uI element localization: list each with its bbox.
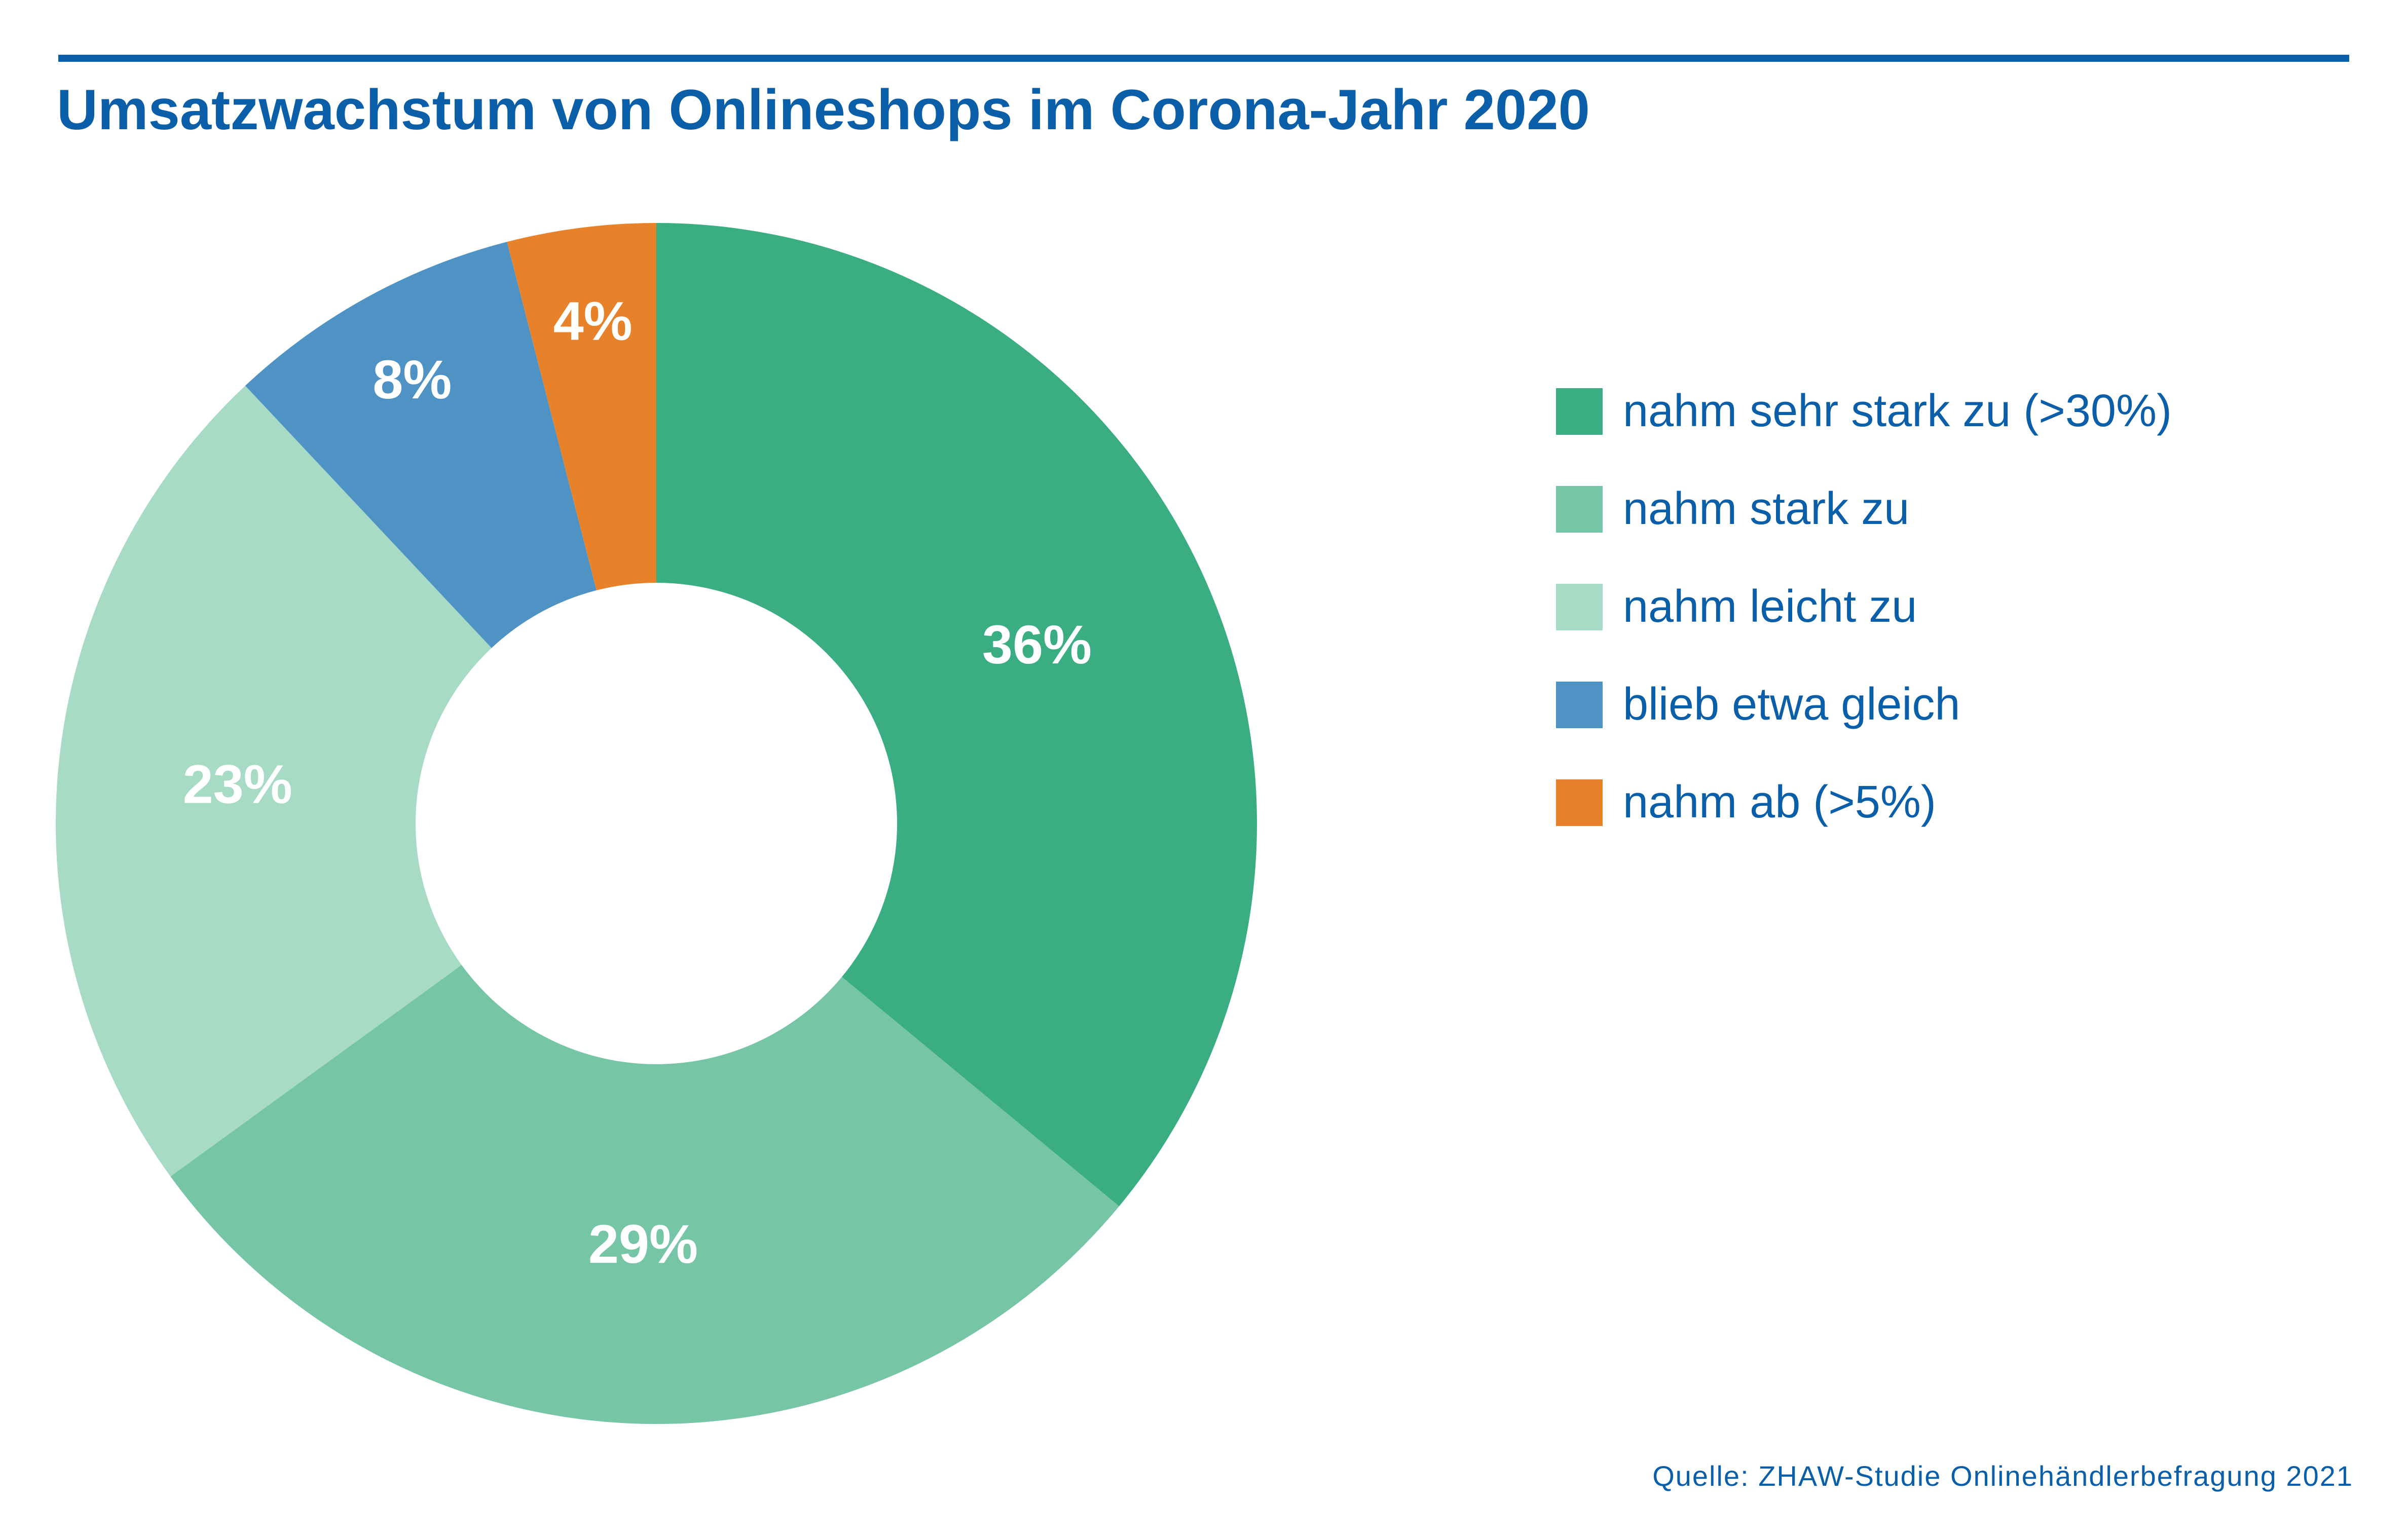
legend-swatch xyxy=(1556,681,1603,728)
legend-swatch xyxy=(1556,779,1603,826)
slice-value-label: 23% xyxy=(183,753,292,814)
slice-value-label: 4% xyxy=(553,290,633,351)
chart-title: Umsatzwachstum von Onlineshops im Corona… xyxy=(57,78,1590,141)
legend-label: nahm sehr stark zu (>30%) xyxy=(1623,386,2172,436)
donut-slices xyxy=(56,223,1257,1424)
legend-item: nahm leicht zu xyxy=(1556,558,2172,656)
legend-item: nahm ab (>5%) xyxy=(1556,754,2172,851)
legend-label: nahm leicht zu xyxy=(1623,581,1917,632)
top-divider xyxy=(58,55,2349,62)
source-note: Quelle: ZHAW-Studie Onlinehändlerbefragu… xyxy=(1652,1460,2353,1492)
slice-value-label: 36% xyxy=(982,614,1092,675)
legend-label: nahm ab (>5%) xyxy=(1623,777,1936,828)
donut-slice-2 xyxy=(170,965,1120,1424)
donut-slice-3 xyxy=(56,386,492,1177)
slice-labels: 36% 29% 23% 8% 4% xyxy=(183,290,1092,1274)
slice-value-label: 29% xyxy=(588,1213,698,1274)
legend-swatch xyxy=(1556,583,1603,630)
donut-slice-4 xyxy=(245,242,597,648)
legend-item: blieb etwa gleich xyxy=(1556,656,2172,754)
legend-swatch xyxy=(1556,388,1603,435)
legend-swatch xyxy=(1556,485,1603,533)
legend-item: nahm stark zu xyxy=(1556,460,2172,558)
legend-label: blieb etwa gleich xyxy=(1623,679,1960,730)
chart-legend: nahm sehr stark zu (>30%) nahm stark zu na… xyxy=(1556,362,2172,851)
donut-slice-1 xyxy=(656,223,1257,1207)
slice-value-label: 8% xyxy=(373,349,452,410)
donut-slice-5 xyxy=(507,223,656,590)
legend-item: nahm sehr stark zu (>30%) xyxy=(1556,362,2172,460)
legend-label: nahm stark zu xyxy=(1623,483,1910,534)
